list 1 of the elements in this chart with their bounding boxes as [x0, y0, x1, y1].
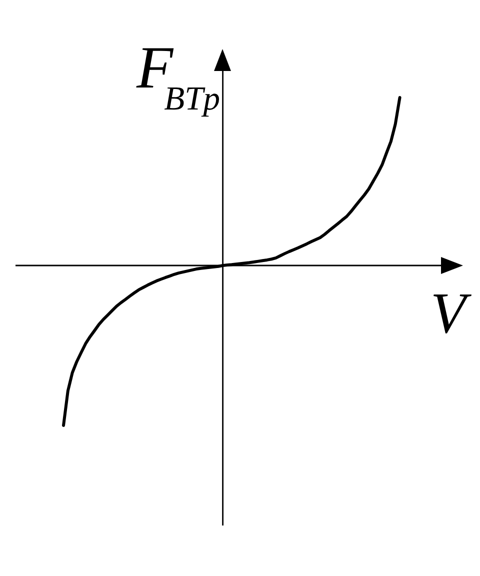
x-axis-title: V — [430, 280, 472, 346]
